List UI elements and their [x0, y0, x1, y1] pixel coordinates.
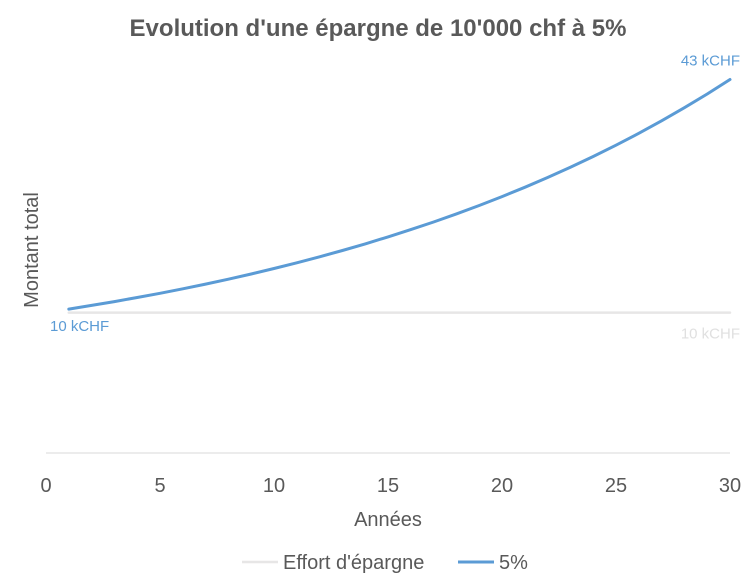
data-label-end: 10 kCHF — [681, 326, 740, 343]
x-tick-labels: 0 5 10 15 20 25 30 — [40, 475, 741, 497]
x-tick-label: 20 — [491, 475, 513, 497]
y-axis-label: Montant total — [21, 192, 43, 308]
x-tick-label: 5 — [154, 475, 165, 497]
data-label-start: 10 kCHF — [50, 318, 109, 335]
series-layer — [67, 78, 732, 314]
x-tick-label: 0 — [40, 475, 51, 497]
data-label-end: 43 kCHF — [681, 53, 740, 70]
chart-title: Evolution d'une épargne de 10'000 chf à … — [130, 15, 627, 42]
series-line-rate — [67, 78, 732, 311]
x-tick-label: 30 — [719, 475, 741, 497]
data-labels: 10 kCHF 10 kCHF 43 kCHF — [50, 53, 740, 343]
legend-label: Effort d'épargne — [283, 552, 424, 574]
legend: Effort d'épargne 5% — [242, 552, 528, 574]
x-tick-label: 10 — [263, 475, 285, 497]
x-axis-label: Années — [354, 509, 422, 531]
x-tick-label: 25 — [605, 475, 627, 497]
x-tick-label: 15 — [377, 475, 399, 497]
legend-label: 5% — [499, 552, 528, 574]
